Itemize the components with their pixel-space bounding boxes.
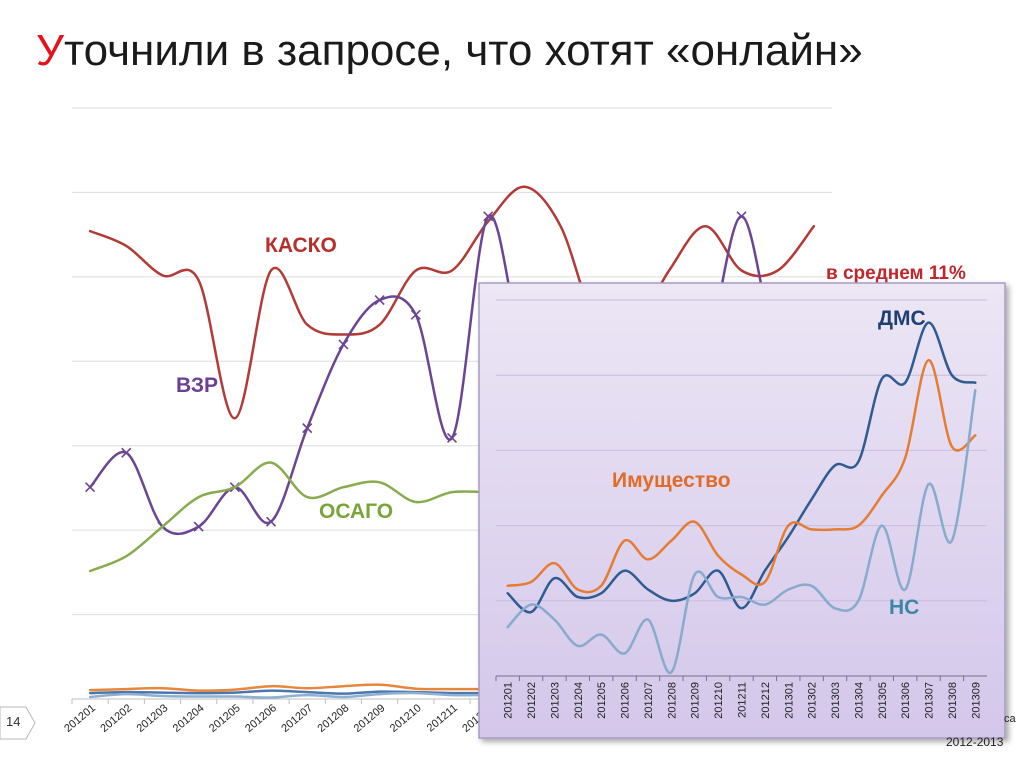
x-tick-label: 201208 [666, 682, 678, 719]
kasko-label: КАСКО [265, 234, 337, 257]
property-label: Имущество [612, 469, 731, 492]
page-title: Уточнили в запросе, что хотят «онлайн» [36, 26, 863, 76]
x-tick-label: 201205 [207, 702, 243, 735]
x-tick-label: 201212 [760, 682, 772, 719]
x-marker [193, 521, 204, 532]
x-tick-label: 201208 [316, 702, 352, 735]
x-tick-label: 201206 [620, 682, 632, 719]
x-marker [446, 432, 458, 444]
title-rest: точнили в запросе, что хотят «онлайн» [63, 26, 863, 75]
source-note-fragment: са [1004, 713, 1016, 725]
x-tick-label: 201201 [62, 702, 98, 735]
x-tick-label: 201210 [713, 682, 725, 719]
page-number: 14 [6, 714, 21, 729]
x-tick-label: 201204 [573, 682, 585, 719]
series-line-inset-0 [506, 321, 977, 614]
inset-chart-series [506, 321, 977, 674]
x-tick-label: 201211 [737, 682, 749, 718]
series-line-inset-2 [506, 388, 977, 674]
x-tick-label: 201305 [877, 682, 889, 719]
x-marker [736, 211, 747, 222]
x-tick-label: 201203 [135, 702, 171, 735]
x-tick-label: 201308 [947, 682, 959, 719]
x-tick-label: 201207 [279, 702, 315, 735]
x-tick-label: 201207 [643, 682, 655, 719]
x-tick-label: 201210 [388, 702, 424, 735]
x-marker [338, 339, 349, 350]
title-first-letter: У [36, 26, 64, 75]
ns-label: НС [889, 596, 919, 619]
x-tick-label: 201202 [98, 702, 134, 735]
source-period: 2012-2013 [946, 735, 1004, 749]
osago-label: ОСАГО [319, 500, 393, 523]
average-label: в среднем 11% [826, 263, 966, 284]
series-line-main-0 [88, 185, 816, 420]
x-tick-label: 201301 [783, 682, 795, 719]
x-tick-label: 201209 [352, 702, 388, 735]
inset-chart-x-ticks: 201201 201202 201203 201204 201205 201206 2012… [495, 676, 982, 719]
x-tick-label: 201304 [853, 682, 865, 719]
inset-chart-grid [496, 299, 987, 677]
x-tick-label: 201203 [549, 682, 561, 719]
x-marker [374, 295, 385, 306]
series-line-inset-1 [506, 358, 977, 594]
x-tick-label: 201209 [690, 682, 702, 719]
x-marker [121, 447, 132, 458]
x-tick-label: 201306 [900, 682, 912, 719]
x-tick-label: 201204 [171, 702, 207, 735]
dms-label: ДМС [878, 307, 926, 330]
x-tick-label: 201205 [596, 682, 608, 719]
x-marker [265, 516, 277, 527]
x-tick-label: 201302 [807, 682, 819, 719]
x-tick-label: 201206 [243, 702, 279, 735]
x-tick-label: 201202 [526, 682, 538, 719]
x-tick-label: 201211 [425, 702, 460, 734]
vzr-label: ВЗР [176, 374, 218, 397]
page-number-badge [0, 706, 36, 740]
x-tick-label: 201303 [830, 682, 842, 719]
x-tick-label: 201309 [970, 682, 982, 719]
x-tick-label: 201307 [924, 682, 936, 719]
x-marker [85, 482, 96, 493]
x-marker [483, 211, 494, 222]
x-tick-label: 201201 [503, 682, 515, 719]
inset-panel [478, 282, 1006, 739]
x-marker [302, 423, 313, 434]
x-marker [410, 309, 421, 320]
